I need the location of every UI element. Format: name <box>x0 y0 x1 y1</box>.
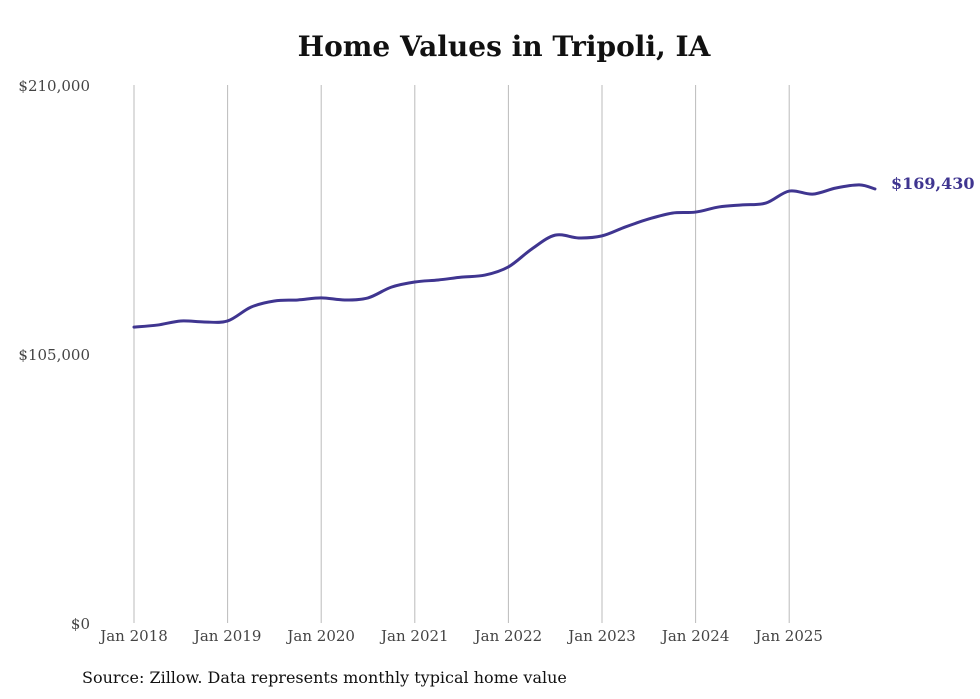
y-tick-label: $105,000 <box>18 346 90 364</box>
x-tick-label: Jan 2020 <box>285 627 355 645</box>
y-tick-label: $210,000 <box>18 77 90 95</box>
x-tick-label: Jan 2019 <box>192 627 262 645</box>
x-tick-label: Jan 2023 <box>566 627 636 645</box>
x-tick-label: Jan 2025 <box>753 627 823 645</box>
x-tick-label: Jan 2024 <box>660 627 730 645</box>
x-tick-label: Jan 2018 <box>98 627 168 645</box>
y-tick-label: $0 <box>71 615 90 633</box>
chart-title: Home Values in Tripoli, IA <box>297 30 711 63</box>
series-line <box>132 183 877 329</box>
source-note: Source: Zillow. Data represents monthly … <box>82 668 567 687</box>
end-value-label: $169,430 <box>891 174 975 193</box>
x-tick-label: Jan 2021 <box>379 627 449 645</box>
x-tick-label: Jan 2022 <box>473 627 543 645</box>
